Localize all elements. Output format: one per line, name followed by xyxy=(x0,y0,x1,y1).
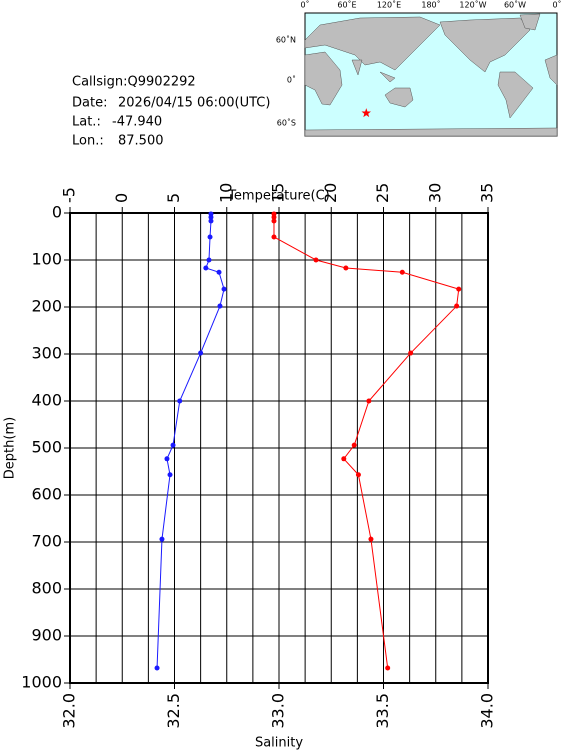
profile-point xyxy=(399,269,405,275)
plot-frame xyxy=(69,212,489,684)
date-label: Date: xyxy=(72,96,107,111)
x2-tick-label: -5 xyxy=(60,187,79,203)
x2-axis-title: Temperature(C) xyxy=(227,189,330,204)
land xyxy=(304,16,441,71)
x2-tick-label: 15 xyxy=(269,183,288,203)
profile-point xyxy=(271,214,277,220)
y-tick-label: 500 xyxy=(31,438,62,457)
date: 2026/04/15 06:00(UTC) xyxy=(118,96,270,111)
y-tick-label: 700 xyxy=(31,532,62,551)
profile-point xyxy=(366,398,372,404)
x2-tick-label: 5 xyxy=(164,193,183,203)
y-tick-label: 1000 xyxy=(21,673,62,692)
profile-point xyxy=(343,265,349,271)
land xyxy=(384,87,414,108)
x2-tick-label: 25 xyxy=(373,183,392,203)
map-lon-label: 180˚ xyxy=(421,0,440,10)
callsign: Callsign:Q9902292 xyxy=(72,75,196,90)
y-tick-label: 300 xyxy=(31,344,62,363)
x-tick-label: 34.0 xyxy=(478,693,497,729)
x-tick-label: 32.5 xyxy=(164,693,183,729)
profile-point xyxy=(313,257,319,263)
land xyxy=(304,51,343,106)
profile-point xyxy=(206,257,212,263)
x-tick-label: 33.5 xyxy=(373,693,392,729)
profile-point xyxy=(408,350,414,356)
map-lat-label: 0˚ xyxy=(287,75,296,85)
profile-point xyxy=(198,350,204,356)
y-axis-title: Depth(m) xyxy=(3,417,18,479)
land xyxy=(439,17,531,73)
x2-tick-label: 10 xyxy=(216,183,235,203)
x2-tick-label: 35 xyxy=(478,183,497,203)
y-tick-label: 600 xyxy=(31,485,62,504)
map-lon-label: 0˚ xyxy=(300,0,309,10)
x2-tick-label: 20 xyxy=(321,183,340,203)
x2-tick-label: 30 xyxy=(425,183,444,203)
lat: -47.940 xyxy=(112,115,162,130)
profile-point xyxy=(385,665,391,671)
map-lon-label: 120˚E xyxy=(377,0,401,10)
map-lon-label: 60˚W xyxy=(504,0,526,10)
map-lon-label: 60˚E xyxy=(337,0,356,10)
profile-point xyxy=(203,265,209,271)
y-tick-label: 400 xyxy=(31,391,62,410)
profile-point xyxy=(271,234,277,240)
land xyxy=(497,71,534,119)
lat-label: Lat.: xyxy=(72,115,101,130)
x-axis-title: Salinity xyxy=(255,736,303,751)
profile-point xyxy=(341,456,347,462)
land xyxy=(519,13,541,31)
profile-point xyxy=(454,303,460,309)
profile-line xyxy=(156,213,225,668)
profile-point xyxy=(355,472,361,478)
map: 0˚ 60˚E 120˚E 180˚ 120˚W 60˚W 0˚ 60˚N 0˚ 60˚S xyxy=(276,0,562,137)
profile-point xyxy=(167,472,173,478)
y-tick-label: 900 xyxy=(31,626,62,645)
land xyxy=(351,59,363,76)
y-tick-label: 800 xyxy=(31,579,62,598)
profile-point xyxy=(208,218,214,224)
profile-point xyxy=(368,536,374,542)
profile-point xyxy=(221,286,227,292)
profile-point xyxy=(216,269,222,275)
x-tick-label: 32.0 xyxy=(60,693,79,729)
lon-label: Lon.: xyxy=(72,134,104,149)
profile-point xyxy=(154,665,160,671)
info-block: Callsign:Q9902292 Date: 2026/04/15 06:00… xyxy=(72,75,270,149)
profile-point xyxy=(159,536,165,542)
map-lon-label: 0˚ xyxy=(552,0,561,10)
profile-point xyxy=(271,218,277,224)
profile-point xyxy=(207,234,213,240)
profile-point xyxy=(351,442,357,448)
y-tick-label: 0 xyxy=(52,203,62,222)
land xyxy=(304,127,558,137)
profile-line xyxy=(273,213,460,669)
y-tick-label: 200 xyxy=(31,297,62,316)
profile-point xyxy=(164,456,170,462)
land xyxy=(379,71,396,83)
map-lat-label: 60˚S xyxy=(277,118,296,128)
profile-point xyxy=(456,286,462,292)
profile-point xyxy=(170,442,176,448)
profile-point xyxy=(177,398,183,404)
land xyxy=(544,54,558,86)
profile-point xyxy=(217,303,223,309)
map-lat-label: 60˚N xyxy=(276,35,296,45)
y-tick-label: 100 xyxy=(31,250,62,269)
x-tick-label: 33.0 xyxy=(269,693,288,729)
x2-tick-label: 0 xyxy=(112,193,131,203)
profile-point xyxy=(208,214,214,220)
float-marker xyxy=(361,108,371,118)
lon: 87.500 xyxy=(118,134,164,149)
map-lon-label: 120˚W xyxy=(459,0,486,10)
